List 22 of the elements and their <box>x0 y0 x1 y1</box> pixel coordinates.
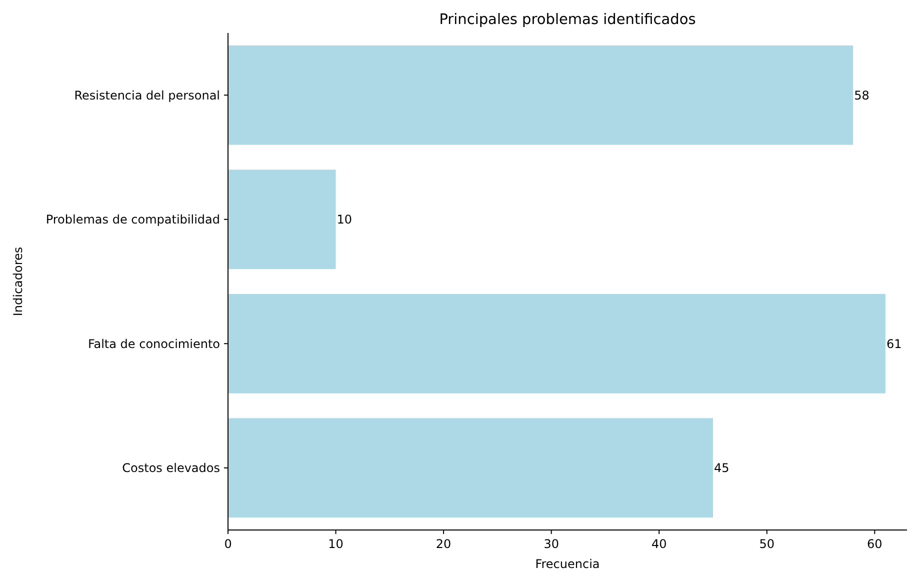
y-axis-title: Indicadores <box>11 246 25 316</box>
data-label: 61 <box>886 336 902 351</box>
bar <box>228 45 854 145</box>
y-tick-label: Problemas de compatibilidad <box>46 212 220 227</box>
x-tick-label: 30 <box>544 537 559 551</box>
x-tick-label: 50 <box>759 537 775 551</box>
data-label: 58 <box>854 88 870 102</box>
data-label: 45 <box>714 461 730 476</box>
x-tick-label: 60 <box>867 537 882 551</box>
y-tick-label: Costos elevados <box>122 461 220 476</box>
bar <box>228 170 336 270</box>
y-tick-label: Resistencia del personal <box>74 88 220 102</box>
x-tick-label: 20 <box>436 537 452 551</box>
x-tick-label: 0 <box>224 537 232 551</box>
bar <box>228 418 713 518</box>
x-tick-label: 40 <box>651 537 667 551</box>
data-label: 10 <box>336 212 352 227</box>
x-tick-label: 10 <box>328 537 344 551</box>
bar <box>228 294 886 394</box>
chart-title: Principales problemas identificados <box>439 12 696 28</box>
x-axis-title: Frecuencia <box>535 557 600 571</box>
y-tick-label: Falta de conocimiento <box>88 336 220 351</box>
